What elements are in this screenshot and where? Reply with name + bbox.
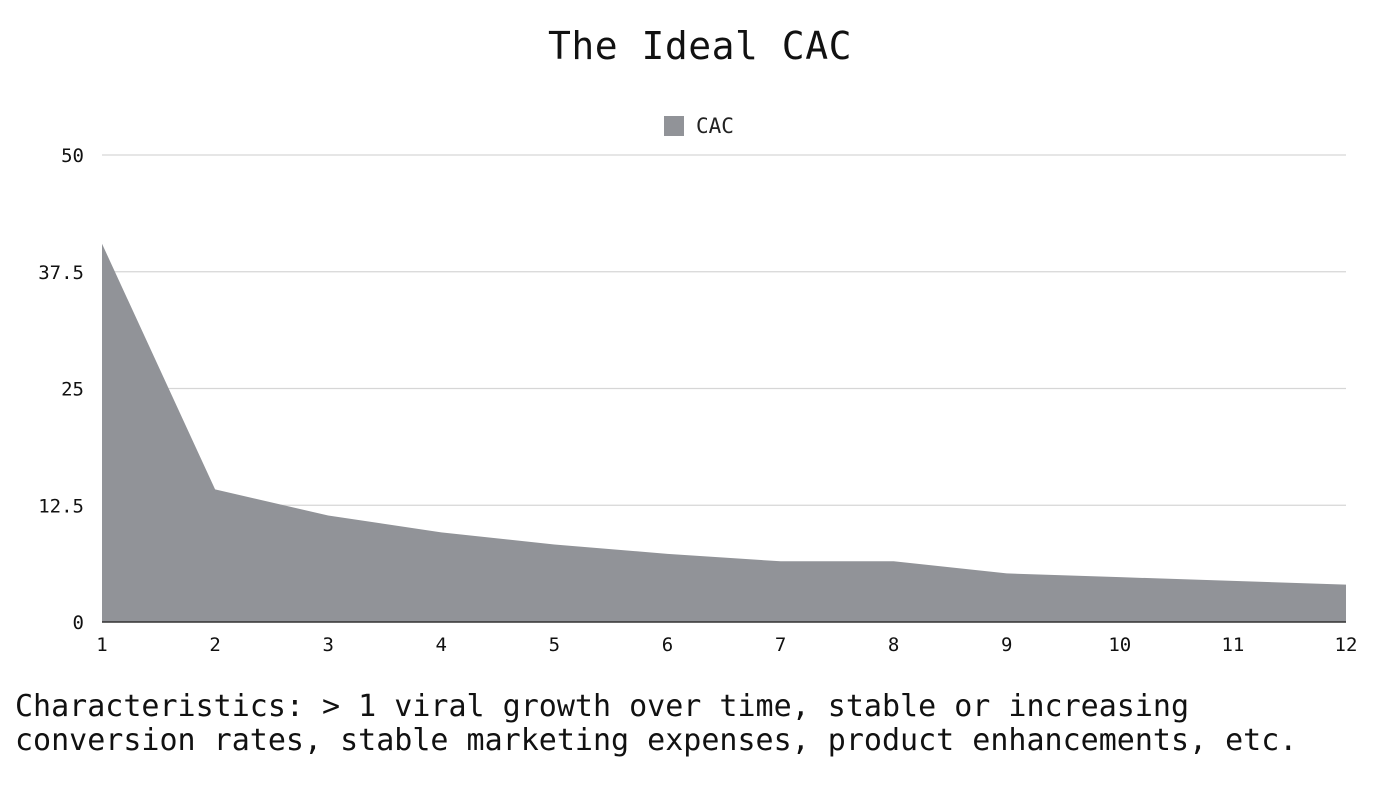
area-series — [102, 243, 1346, 623]
x-axis-ticks: 1 2 3 4 5 6 7 8 9 10 11 12 — [96, 634, 1357, 656]
x-tick-label: 10 — [1108, 634, 1131, 656]
y-tick-label: 25 — [61, 379, 84, 401]
y-tick-label: 0 — [73, 612, 84, 634]
legend-swatch-cac — [664, 116, 684, 136]
x-tick-label: 12 — [1335, 634, 1358, 656]
x-tick-label: 4 — [436, 634, 447, 656]
x-tick-label: 7 — [775, 634, 786, 656]
area-fill-cac — [102, 243, 1346, 623]
x-tick-label: 5 — [549, 634, 560, 656]
x-tick-label: 11 — [1221, 634, 1244, 656]
y-tick-label: 12.5 — [38, 495, 84, 517]
y-axis-ticks: 0 12.5 25 37.5 50 — [38, 145, 84, 634]
legend: CAC — [664, 114, 734, 138]
legend-label-cac: CAC — [696, 114, 734, 138]
y-tick-label: 50 — [61, 145, 84, 167]
grid-lines — [102, 154, 1346, 506]
chart-title: The Ideal CAC — [548, 24, 852, 68]
x-tick-label: 8 — [888, 634, 899, 656]
x-tick-label: 2 — [209, 634, 220, 656]
x-tick-label: 3 — [322, 634, 333, 656]
x-tick-label: 1 — [96, 634, 107, 656]
x-tick-label: 6 — [662, 634, 673, 656]
caption-text: Characteristics: > 1 viral growth over t… — [15, 689, 1298, 758]
y-tick-label: 37.5 — [38, 262, 84, 284]
x-tick-label: 9 — [1001, 634, 1012, 656]
